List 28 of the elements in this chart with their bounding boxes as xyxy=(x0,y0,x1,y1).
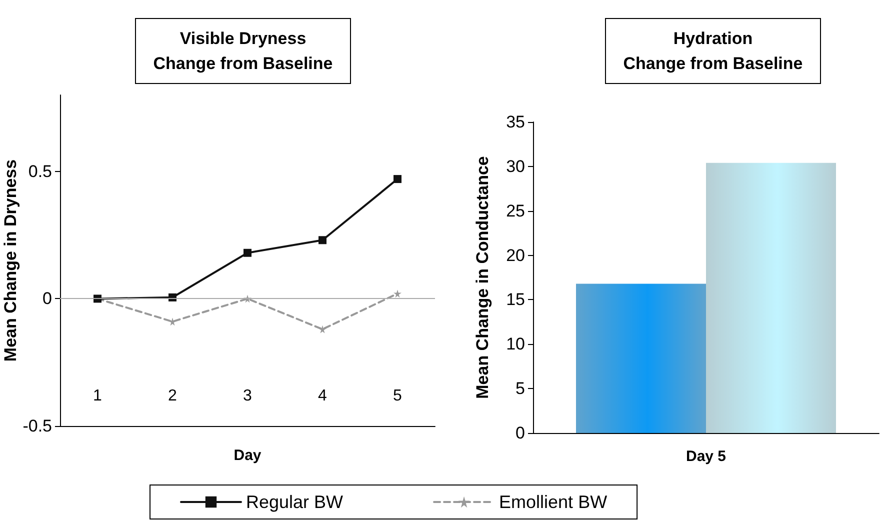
y-tick-label: 0 xyxy=(516,424,525,442)
y-tick-label: 20 xyxy=(506,246,525,265)
point xyxy=(244,248,252,257)
x-tick-label: Day 5 xyxy=(686,448,726,465)
point xyxy=(394,290,402,298)
y-tick-label: -0.5 xyxy=(22,416,52,436)
y-axis-title: Mean Change in Dryness xyxy=(0,159,20,362)
legend-label: Emollient BW xyxy=(499,492,608,512)
x-tick-label: 3 xyxy=(243,388,252,404)
y-tick-label: 25 xyxy=(506,201,525,220)
x-tick-label: 4 xyxy=(318,388,328,404)
point xyxy=(318,325,326,334)
chart-title: Hydration Change from Baseline xyxy=(623,29,803,73)
x-tick-label: 2 xyxy=(168,388,178,404)
y-axis-title: Mean Change in Conductance xyxy=(473,156,492,399)
x-axis-title: Day xyxy=(234,447,262,464)
y-tick-label: 30 xyxy=(506,156,525,176)
y-tick-label: 15 xyxy=(506,290,525,310)
point xyxy=(394,175,402,184)
y-tick-label: 0 xyxy=(42,289,52,308)
x-tick-label: 1 xyxy=(93,388,102,404)
x-tick-label: 5 xyxy=(393,388,402,404)
y-tick-label: 35 xyxy=(506,112,525,132)
legend-label: Regular BW xyxy=(246,492,344,512)
point xyxy=(318,236,326,244)
y-tick-label: 10 xyxy=(506,334,525,354)
y-tick-label: 0.5 xyxy=(28,162,52,181)
chart-title: Visible Dryness Change from Baseline xyxy=(153,29,333,73)
